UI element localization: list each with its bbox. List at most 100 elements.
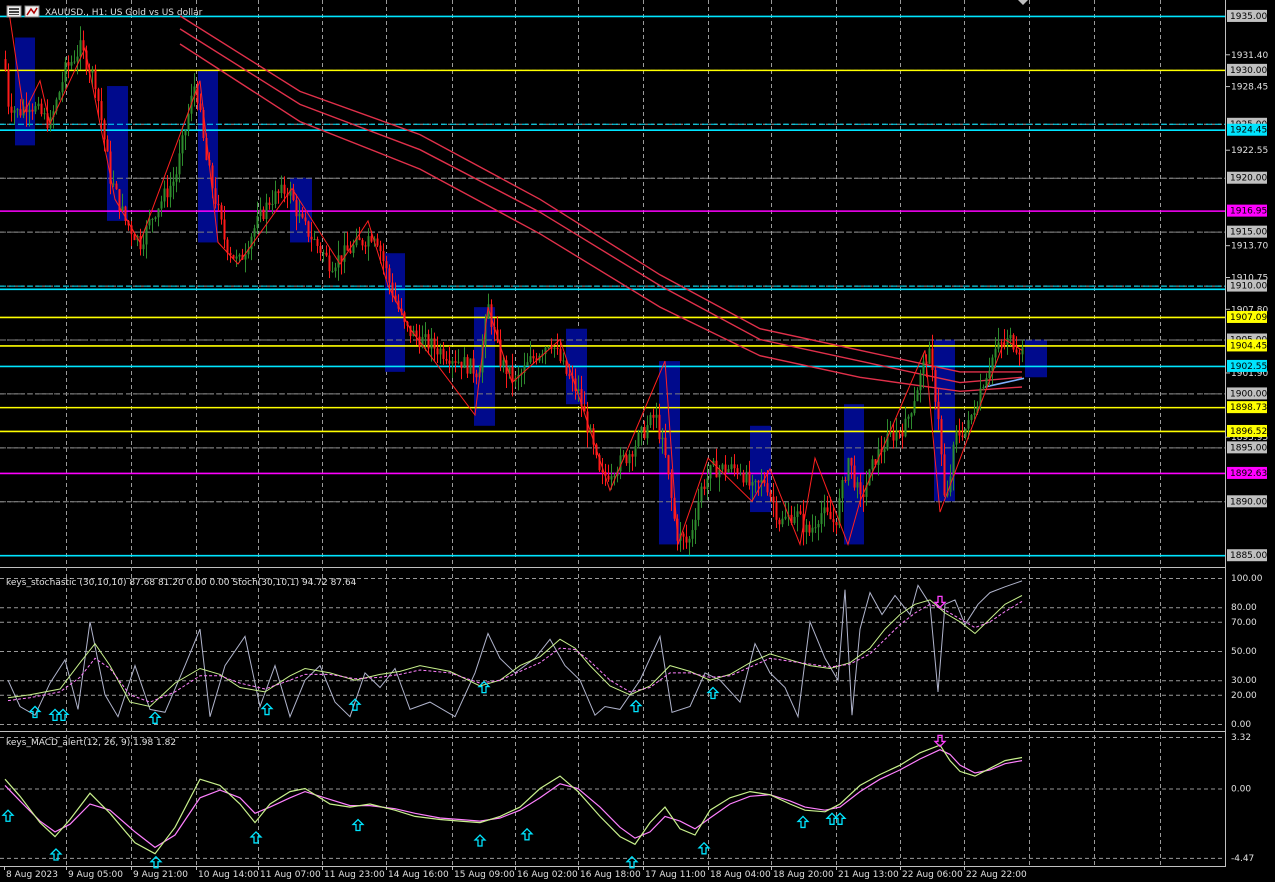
candle-body [259,209,262,216]
candle-body [169,185,172,198]
price-level-tag [1227,387,1267,400]
candle-body [781,518,784,525]
stochastic-scale-label: 70.00 [1231,618,1257,628]
candle-body [82,40,85,51]
time-tick-label: 17 Aug 11:00 [645,870,706,880]
up-arrow-icon [260,702,274,716]
candle-body [844,480,847,482]
macd-main-line [4,744,1023,855]
candle-body [1012,334,1015,350]
price-tick-label: 1910.75 [1231,273,1268,283]
candle-body [364,245,367,247]
up-arrow-icon [351,818,365,832]
candle-body [661,437,664,440]
candle-body [610,476,613,480]
candle-body [472,358,475,374]
candle-body [151,218,154,220]
stochastic-scale-label: 80.00 [1231,603,1257,613]
candle-body [388,268,391,283]
candle-body [970,415,973,421]
moving-average-line [179,43,1023,393]
candle-body [784,516,787,519]
chart-shift-marker[interactable] [1018,0,1028,5]
time-tick-label: 14 Aug 16:00 [388,870,449,880]
candle-body [655,414,658,418]
candle-body [703,486,706,489]
candle-body [748,471,751,486]
price-level-label: 1890.00 [1230,497,1267,507]
candle-body [19,109,22,116]
stochastic-panel[interactable] [7,580,1023,724]
candle-body [205,138,208,160]
candle-body [577,389,580,391]
candle-body [109,151,112,184]
candle-body [982,386,985,389]
candle-body [862,494,865,497]
candle-body [547,347,550,349]
time-tick-label: 18 Aug 20:00 [773,870,834,880]
candle-body [508,366,511,375]
chart-header[interactable]: XAUUSD., H1: US Gold vs US dollar [6,0,1028,18]
candle-body [172,181,175,186]
candle-body [97,89,100,102]
up-arrow-icon [625,855,639,869]
candle-body [256,215,259,229]
candle-body [904,418,907,437]
price-level-label: 1920.00 [1230,174,1267,184]
candle-body [772,496,775,503]
candle-body [265,202,268,220]
candle-body [481,344,484,373]
candle-body [466,357,469,374]
candle-body [580,389,583,407]
price-level-label: 1898.73 [1230,403,1267,413]
candle-body [67,62,70,66]
price-level-tag [1227,9,1267,22]
candle-body [181,135,184,154]
horizontal-levels[interactable] [0,15,1225,557]
candle-body [622,455,625,457]
price-level-label: 1892.63 [1230,469,1267,479]
candle-body [529,356,532,363]
candle-body [316,239,319,246]
candle-body [964,428,967,438]
candle-body [766,483,769,493]
stochastic-scale-label: 50.00 [1231,647,1257,657]
candle-body [442,348,445,359]
chart-menu-icon[interactable] [6,5,22,18]
candle-body [415,330,418,337]
candle-body [817,523,820,528]
candle-body [535,358,538,361]
candle-body [448,360,451,364]
one-click-trading-icon[interactable] [24,5,40,18]
candle-body [46,113,49,129]
candle-body [301,213,304,218]
candle-body [445,358,448,361]
candle-body [112,183,115,185]
candle-body [457,361,460,363]
candle-body [304,217,307,222]
candle-body [634,446,637,457]
candle-body [322,252,325,254]
candle-body [907,416,910,419]
candle-body [154,217,157,219]
candle-body [511,366,514,382]
candle-body [559,348,562,362]
candle-body [142,244,145,250]
range-box [15,37,35,146]
candle-body [853,465,856,488]
candle-body [505,360,508,375]
candle-body [601,470,604,472]
candle-body [952,444,955,477]
price-level-label: 1907.09 [1230,313,1267,323]
candle-body [835,522,838,526]
macd-panel[interactable] [1,734,1023,869]
candle-body [502,360,505,367]
candle-body [280,184,283,194]
candle-body [244,254,247,260]
price-level-label: 1935.00 [1230,12,1267,22]
candle-body [796,511,799,517]
candle-body [499,339,502,367]
candle-body [769,492,772,497]
candle-body [271,203,274,205]
